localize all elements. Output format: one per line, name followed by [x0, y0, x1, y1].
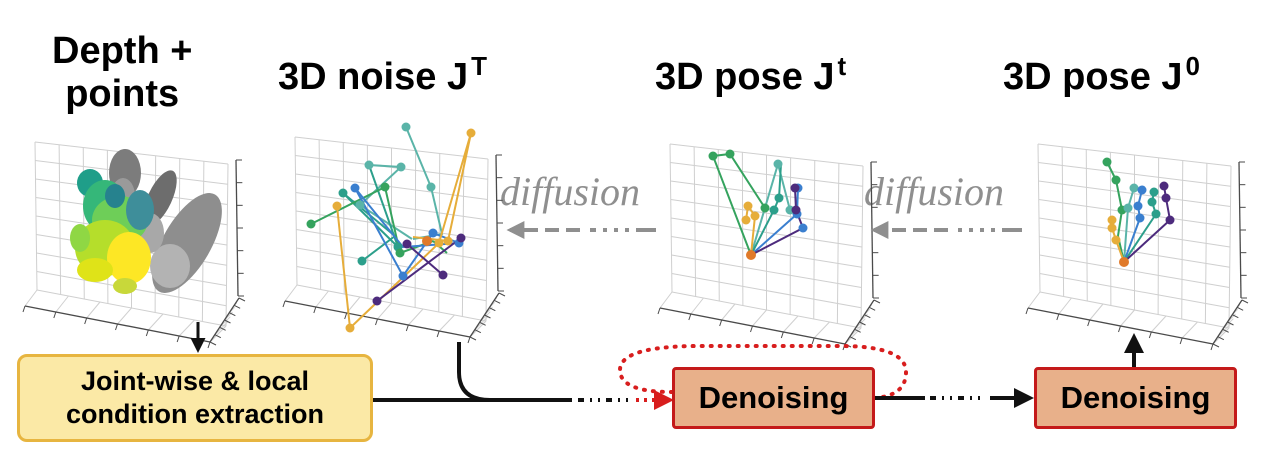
pose-t-title-sup: t	[837, 51, 847, 81]
pose-t-joints	[708, 149, 808, 260]
noise-plot	[282, 122, 506, 344]
denoising-box-2: Denoising	[1034, 367, 1237, 429]
pose-t-plot	[657, 143, 881, 351]
pose-0-title-sup: 0	[1185, 51, 1200, 81]
noise-title-sup: T	[471, 51, 487, 81]
noise-joints	[306, 122, 476, 333]
diffusion-label-1: diffusion	[500, 169, 641, 214]
condition-extraction-box: Joint-wise & local condition extraction	[17, 354, 373, 442]
condition-to-denoise-path	[373, 342, 674, 410]
condition-line1: Joint-wise & local	[80, 366, 310, 397]
pose-0-joints	[1102, 157, 1175, 267]
denoise-loop-dots	[617, 344, 909, 400]
pose-0-title-text: 3D pose J	[1003, 56, 1183, 98]
noise-title-text: 3D noise J	[278, 56, 469, 98]
pose-0-plot	[1025, 143, 1249, 351]
depth-points-title-line1: Depth +	[52, 30, 193, 72]
pose-t-title-text: 3D pose J	[655, 56, 835, 98]
depth-points-plot	[22, 141, 246, 349]
depth-points-title-line2: points	[65, 72, 180, 115]
condition-line2: condition extraction	[65, 399, 325, 429]
diffusion-label-2: diffusion	[864, 169, 1005, 214]
depth-points-title: Depth + points	[52, 30, 192, 115]
depth-colored-points	[70, 169, 154, 294]
denoising-box-1: Denoising	[672, 367, 875, 429]
